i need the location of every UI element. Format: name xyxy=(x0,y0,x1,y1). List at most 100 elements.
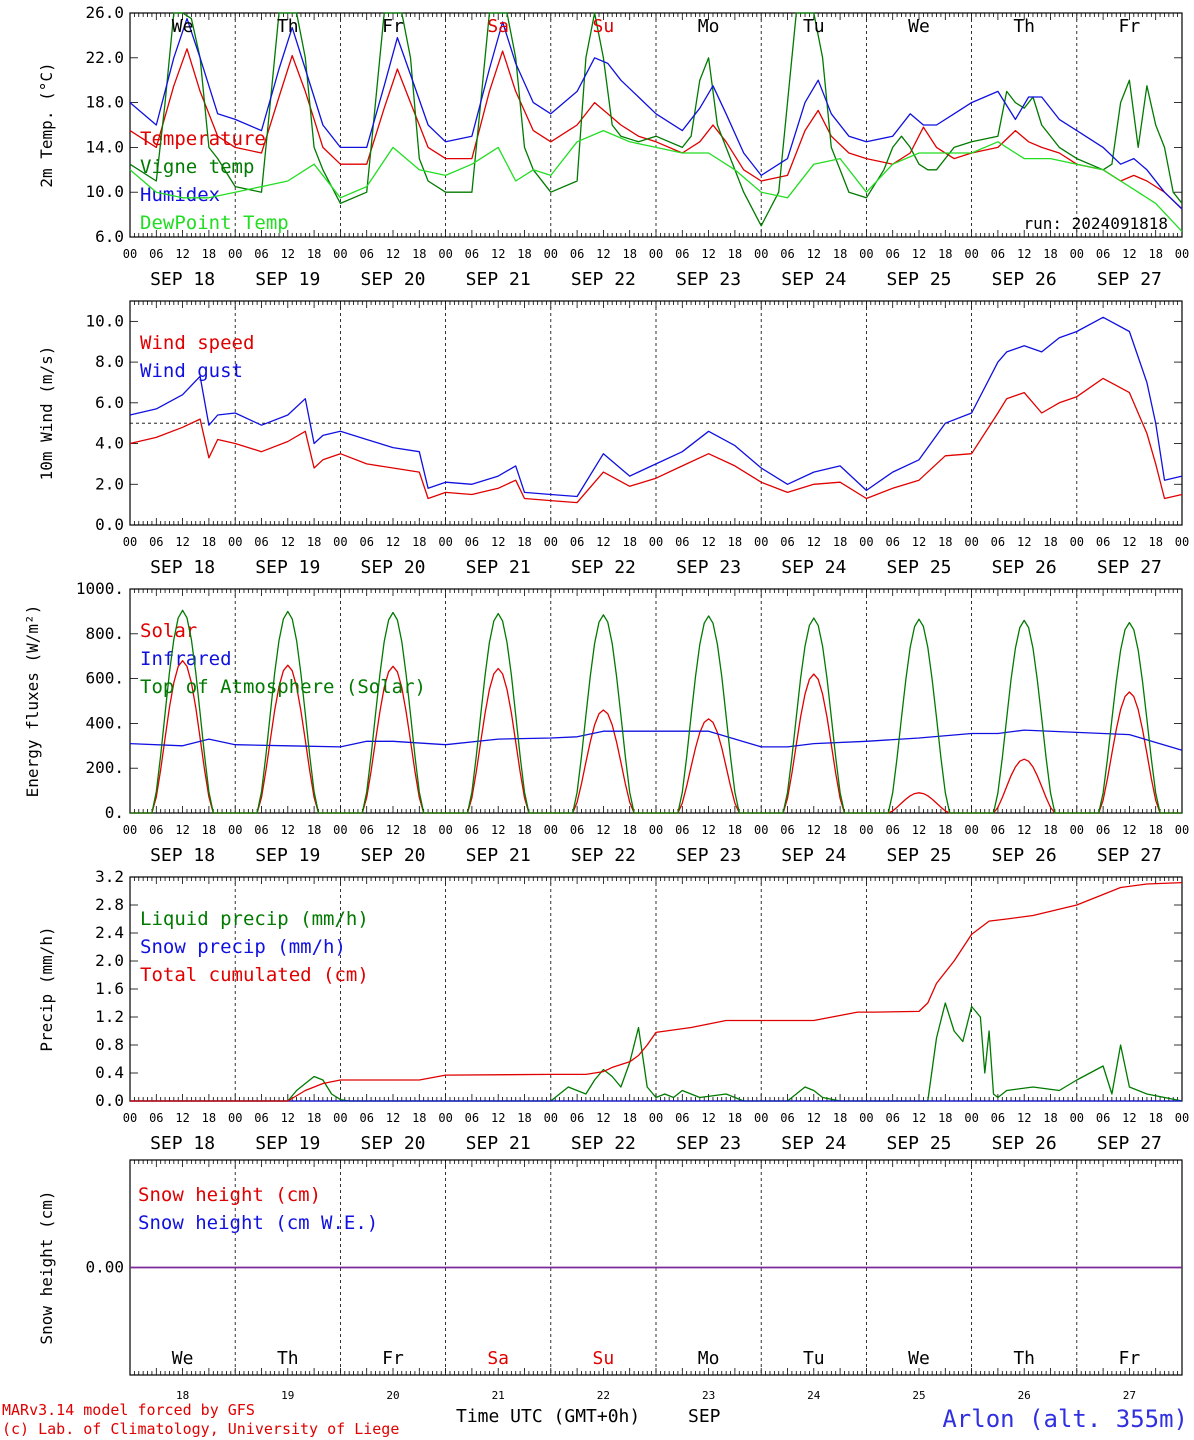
day-number-label: 21 xyxy=(492,1389,505,1402)
date-label: SEP 26 xyxy=(992,845,1057,866)
hour-tick-label: 18 xyxy=(728,823,742,837)
hour-tick-label: 06 xyxy=(465,1111,479,1125)
hour-tick-label: 06 xyxy=(359,247,373,261)
hour-tick-label: 06 xyxy=(254,1111,268,1125)
hour-tick-label: 00 xyxy=(123,1111,137,1125)
hour-tick-label: 12 xyxy=(807,823,821,837)
hour-tick-label: 00 xyxy=(964,1111,978,1125)
hour-tick-label: 00 xyxy=(859,1111,873,1125)
day-abbr-label: Sa xyxy=(487,1348,509,1369)
y-tick-label: 4.0 xyxy=(95,434,124,453)
hour-tick-label: 18 xyxy=(938,247,952,261)
hour-tick-label: 12 xyxy=(1017,823,1031,837)
hour-tick-label: 00 xyxy=(438,535,452,549)
hour-tick-label: 12 xyxy=(175,823,189,837)
hour-tick-label: 12 xyxy=(1017,247,1031,261)
hour-tick-label: 12 xyxy=(1122,247,1136,261)
day-abbr-label: We xyxy=(908,1348,930,1369)
date-label: SEP 21 xyxy=(466,845,531,866)
hour-tick-label: 18 xyxy=(202,1111,216,1125)
hour-tick-label: 00 xyxy=(754,535,768,549)
hour-tick-label: 06 xyxy=(570,823,584,837)
hour-tick-label: 06 xyxy=(780,823,794,837)
hour-tick-label: 06 xyxy=(991,535,1005,549)
hour-tick-label: 00 xyxy=(964,535,978,549)
y-axis-title: Snow height (cm) xyxy=(37,1190,56,1344)
y-tick-label: 0.8 xyxy=(95,1035,124,1054)
date-label: SEP 26 xyxy=(992,1133,1057,1154)
date-label: SEP 25 xyxy=(886,269,951,290)
hour-tick-label: 12 xyxy=(1017,535,1031,549)
date-label: SEP 25 xyxy=(886,557,951,578)
hour-tick-label: 06 xyxy=(465,247,479,261)
hour-tick-label: 12 xyxy=(386,1111,400,1125)
legend-humidex: Humidex xyxy=(140,184,220,206)
series-line-dewpoint-temp xyxy=(129,129,1183,232)
y-tick-label: 2.0 xyxy=(95,474,124,493)
day-abbr-label: Fr xyxy=(1119,1348,1141,1369)
day-abbr-label: Th xyxy=(277,1348,299,1369)
hour-tick-label: 12 xyxy=(175,535,189,549)
series-line-total-cumulated-cm- xyxy=(130,881,1183,1102)
station-name: Arlon (alt. 355m) xyxy=(942,1405,1188,1433)
hour-tick-label: 18 xyxy=(412,823,426,837)
series-line-wind-speed xyxy=(129,377,1183,504)
hour-tick-label: 00 xyxy=(859,247,873,261)
day-number-label: 25 xyxy=(912,1389,925,1402)
hour-tick-label: 00 xyxy=(649,535,663,549)
legend-snow-height-cm-: Snow height (cm) xyxy=(138,1184,321,1206)
series-line-humidex xyxy=(129,17,1183,210)
date-label: SEP 27 xyxy=(1097,1133,1162,1154)
hour-tick-label: 00 xyxy=(1070,823,1084,837)
hour-tick-label: 00 xyxy=(1175,535,1189,549)
hour-tick-label: 12 xyxy=(596,535,610,549)
day-abbr-label: Fr xyxy=(382,16,404,37)
hour-tick-label: 12 xyxy=(701,823,715,837)
hour-tick-label: 00 xyxy=(754,247,768,261)
hour-tick-label: 00 xyxy=(1175,247,1189,261)
hour-tick-label: 00 xyxy=(333,535,347,549)
date-label: SEP 19 xyxy=(255,557,320,578)
day-number-label: 18 xyxy=(176,1389,189,1402)
date-label: SEP 26 xyxy=(992,269,1057,290)
hour-tick-label: 12 xyxy=(912,823,926,837)
hour-tick-label: 06 xyxy=(675,823,689,837)
plot-frame xyxy=(129,12,1183,238)
hour-tick-label: 12 xyxy=(912,1111,926,1125)
date-label: SEP 27 xyxy=(1097,845,1162,866)
hour-tick-label: 18 xyxy=(202,535,216,549)
day-abbr-label: We xyxy=(172,16,194,37)
y-tick-label: 2.0 xyxy=(95,951,124,970)
series-line-temperature xyxy=(129,48,1183,210)
hour-tick-label: 12 xyxy=(701,247,715,261)
hour-tick-label: 18 xyxy=(412,535,426,549)
hour-tick-label: 00 xyxy=(123,823,137,837)
hour-tick-label: 18 xyxy=(622,535,636,549)
hour-tick-label: 18 xyxy=(622,247,636,261)
legend-vigne-temp: Vigne temp xyxy=(140,156,254,178)
date-label: SEP 21 xyxy=(466,269,531,290)
day-abbr-label: Su xyxy=(593,16,615,37)
hour-tick-label: 18 xyxy=(1148,823,1162,837)
hour-tick-label: 00 xyxy=(544,247,558,261)
hour-tick-label: 18 xyxy=(202,823,216,837)
hour-tick-label: 18 xyxy=(307,247,321,261)
hour-tick-label: 00 xyxy=(228,1111,242,1125)
hour-tick-label: 06 xyxy=(465,535,479,549)
hour-tick-label: 18 xyxy=(517,247,531,261)
hour-tick-label: 12 xyxy=(281,247,295,261)
day-abbr-label: Th xyxy=(277,16,299,37)
date-label: SEP 23 xyxy=(676,557,741,578)
hour-tick-label: 00 xyxy=(1175,1111,1189,1125)
y-tick-label: 200. xyxy=(85,758,124,777)
hour-tick-label: 18 xyxy=(833,247,847,261)
hour-tick-label: 18 xyxy=(833,823,847,837)
date-label: SEP 25 xyxy=(886,845,951,866)
date-label: SEP 24 xyxy=(781,557,846,578)
day-number-label: 26 xyxy=(1018,1389,1031,1402)
y-tick-label: 800. xyxy=(85,624,124,643)
hour-tick-label: 06 xyxy=(780,535,794,549)
hour-tick-label: 00 xyxy=(1070,1111,1084,1125)
hour-tick-label: 06 xyxy=(254,823,268,837)
y-tick-label: 18.0 xyxy=(85,93,124,112)
